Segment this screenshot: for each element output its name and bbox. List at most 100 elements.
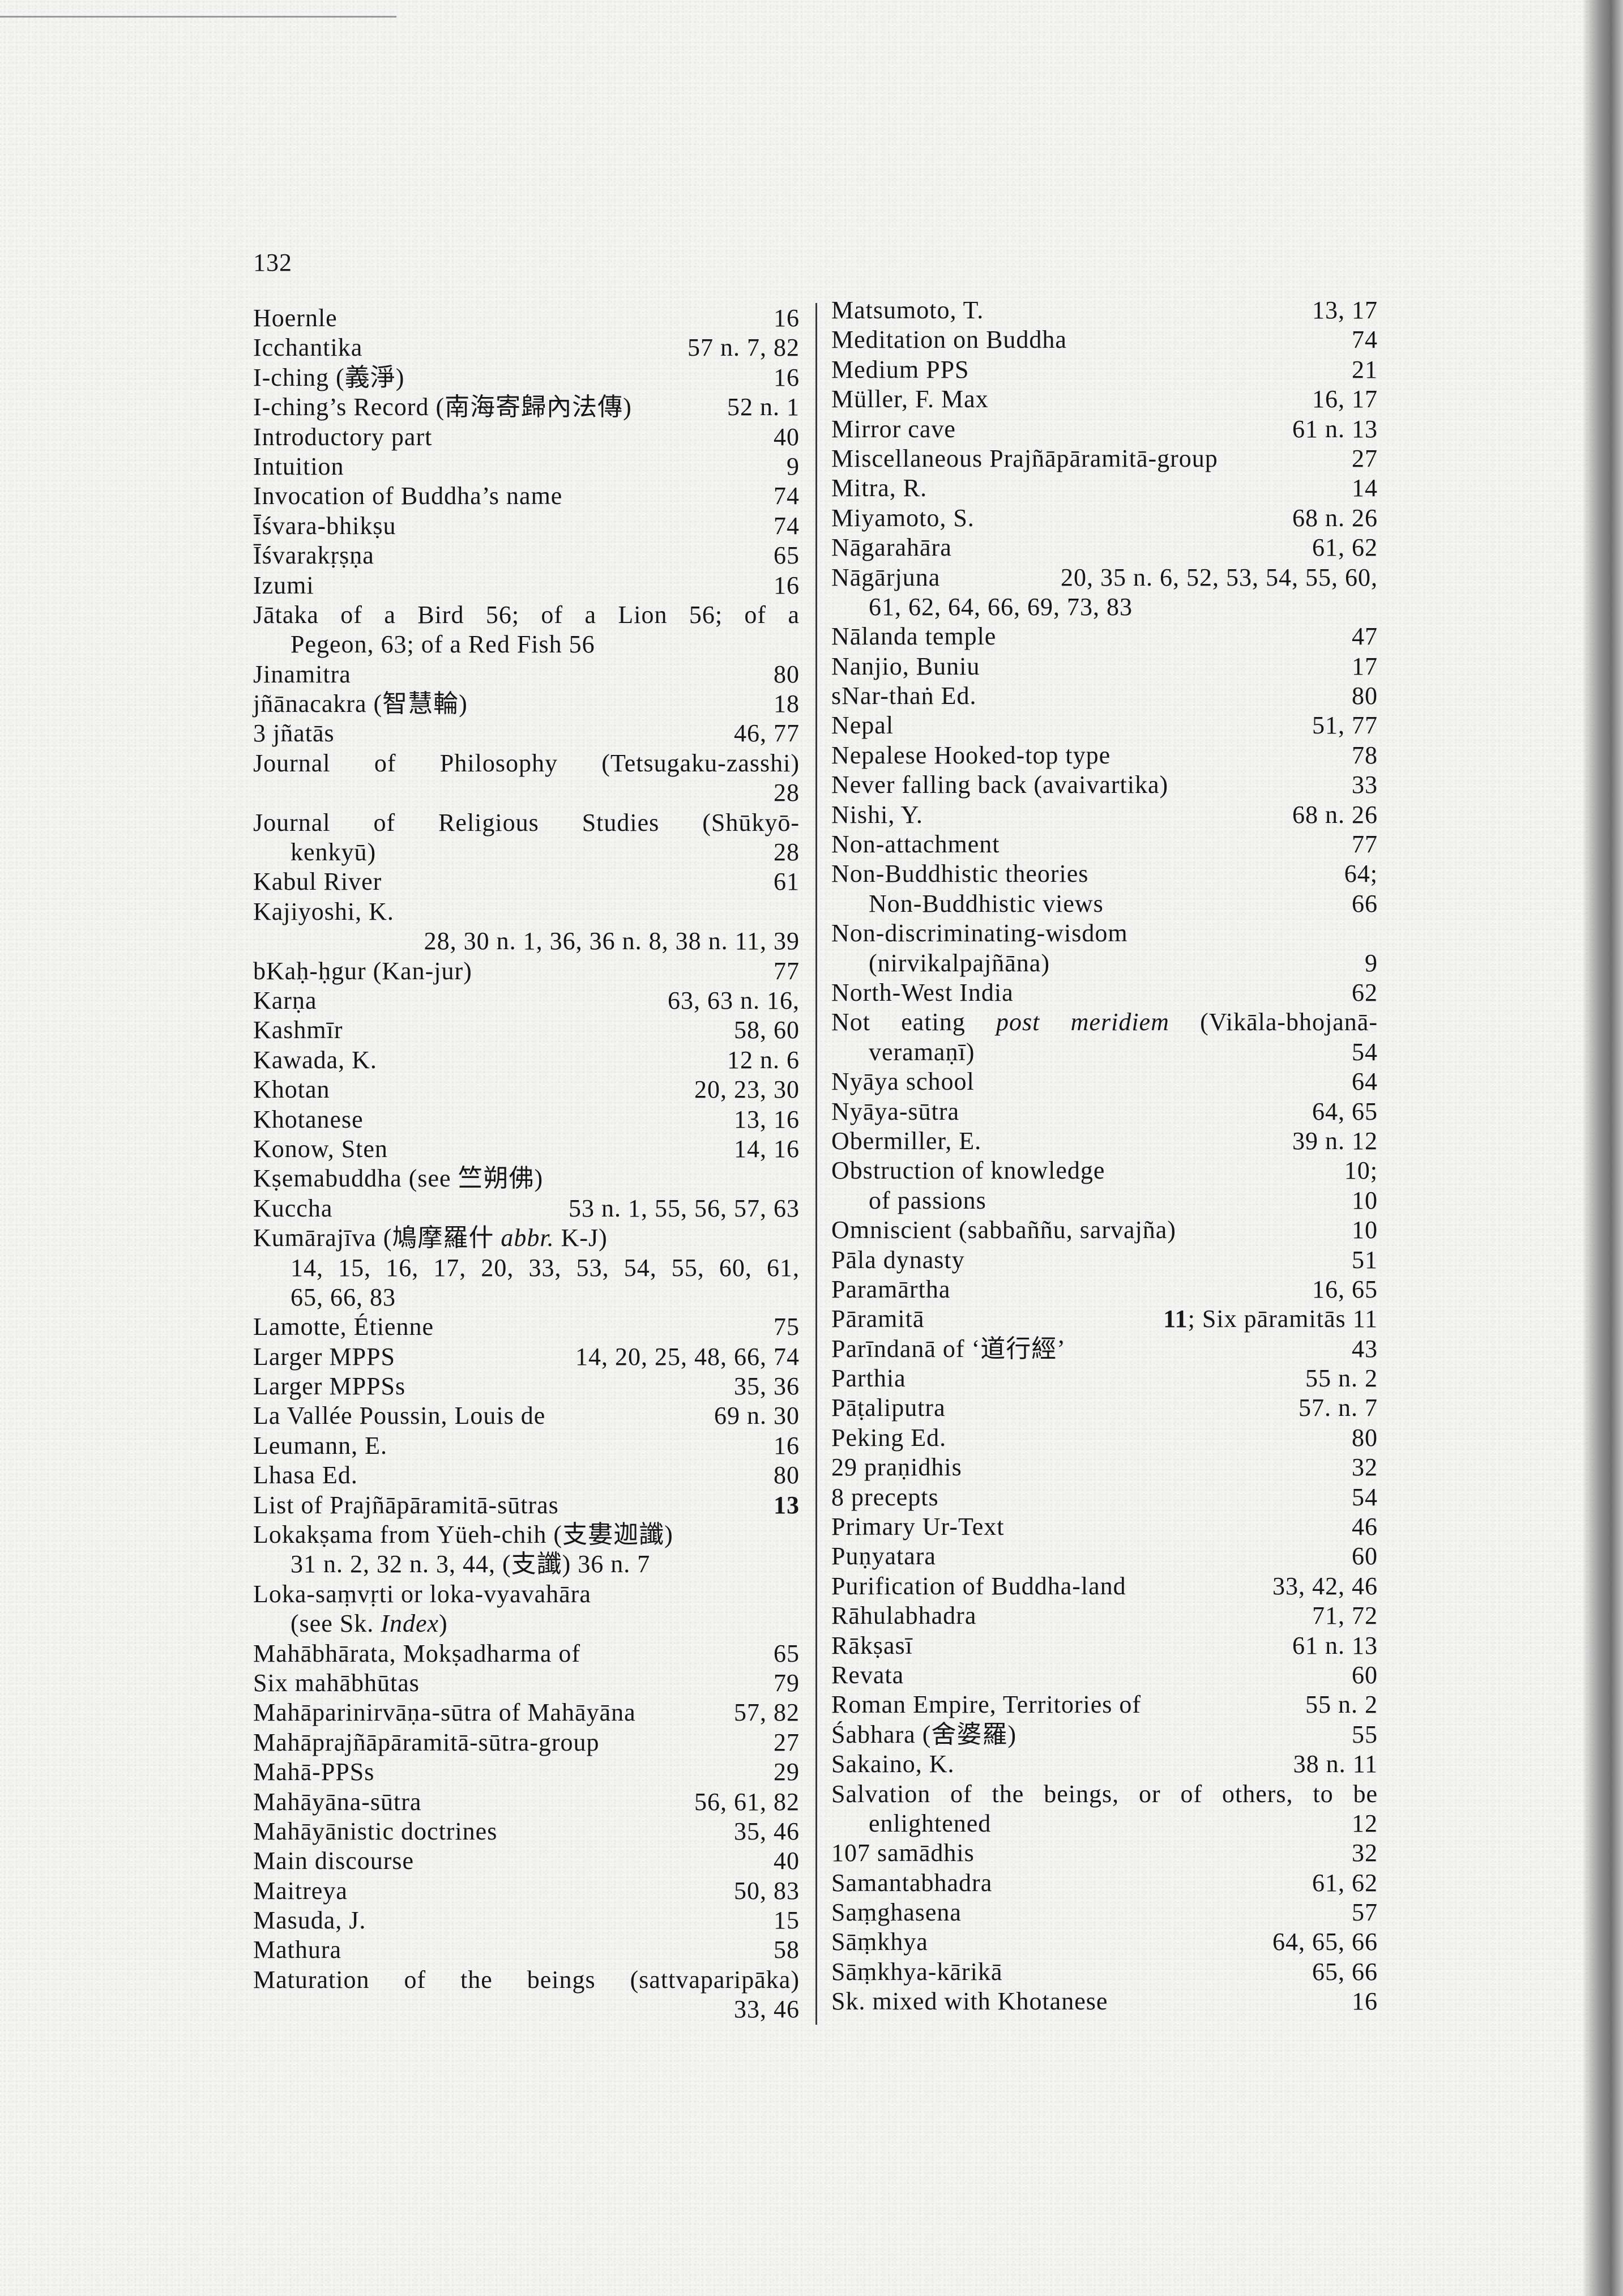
text-segment: ; Six pāramitās 11 <box>1188 1305 1378 1333</box>
entry-page-refs: 16, 65 <box>1312 1275 1378 1303</box>
index-entry-line: 61, 62, 64, 66, 69, 73, 83 <box>831 592 1378 622</box>
entry-term: Matsumoto, T. <box>831 296 984 324</box>
entry-page-refs: 16 <box>774 304 800 332</box>
entry-term: Lhasa Ed. <box>253 1461 358 1490</box>
entry-term: 29 praṇidhis <box>831 1453 962 1482</box>
entry-page-refs: 9 <box>1365 949 1378 977</box>
entry-page-refs: 20, 35 n. 6, 52, 53, 54, 55, 60, <box>1061 563 1378 591</box>
index-entry-line: Nepalese Hooked-top type 78 <box>831 741 1378 770</box>
entry-term: Mirror cave <box>831 415 956 443</box>
entry-term: Larger MPPS <box>253 1342 395 1371</box>
entry-page-refs: 16 <box>774 571 800 599</box>
index-entry-line: Primary Ur-Text 46 <box>831 1512 1378 1542</box>
entry-page-refs: 77 <box>1352 830 1378 859</box>
index-entry-line: Lokakṣama from Yüeh-chih (支婁迦讖) <box>253 1520 800 1550</box>
entry-term: Sāṃkhya-kārikā <box>831 1957 1003 1986</box>
index-entry-line: Leumann, E. 16 <box>253 1431 800 1461</box>
entry-term: Medium PPS <box>831 355 969 383</box>
entry-term: Saṃghasena <box>831 1898 962 1927</box>
index-entry-line: Sk. mixed with Khotanese 16 <box>831 1987 1378 2016</box>
entry-term: Masuda, J. <box>253 1906 366 1935</box>
index-entry-line: 8 precepts 54 <box>831 1483 1378 1512</box>
index-entry-line: Khotan 20, 23, 30 <box>253 1075 800 1104</box>
index-entry-line: Khotanese 13, 16 <box>253 1105 800 1134</box>
entry-term: Paramārtha <box>831 1275 951 1303</box>
entry-page-refs: 54 <box>1352 1483 1378 1511</box>
entry-term: Loka-saṃvṛti or loka-vyavahāra <box>253 1580 591 1608</box>
entry-page-refs: 51, 77 <box>1312 711 1378 740</box>
entry-page-refs: 27 <box>1352 444 1378 472</box>
entry-page-refs: 64, 65, 66 <box>1272 1928 1378 1956</box>
entry-page-refs: 68 n. 26 <box>1292 800 1378 829</box>
entry-page-refs: 28, 30 n. 1, 36, 36 n. 8, 38 n. 11, 39 <box>424 927 800 955</box>
entry-term: Pāṭaliputra <box>831 1394 946 1422</box>
entry-term: Nyāya-sūtra <box>831 1097 960 1125</box>
index-entry-line: sNar-thaṅ Ed. 80 <box>831 681 1378 711</box>
entry-term: sNar-thaṅ Ed. <box>831 682 977 710</box>
entry-term: Meditation on Buddha <box>831 326 1067 354</box>
entry-term: Non-Buddhistic views <box>869 889 1104 917</box>
index-entry-line: Mahāprajñāpāramitā-sūtra-group 27 <box>253 1728 800 1757</box>
entry-term: Rāhulabhadra <box>831 1602 977 1630</box>
entry-page-refs: 61, 62 <box>1312 534 1378 562</box>
entry-term: 3 jñatās <box>253 719 335 748</box>
entry-term: (see Sk. Index) <box>253 1609 448 1638</box>
entry-term: of passions <box>869 1186 986 1214</box>
entry-term: Six mahābhūtas <box>253 1668 420 1697</box>
italic-segment: post meridiem <box>996 1008 1169 1036</box>
entry-page-refs: 16 <box>1352 1987 1378 2016</box>
entry-term: Samantabhadra <box>831 1868 993 1897</box>
index-entry-line: Miyamoto, S. 68 n. 26 <box>831 503 1378 533</box>
entry-page-refs: 57. n. 7 <box>1299 1394 1378 1422</box>
index-entry-line: Kumārajīva (鳩摩羅什 abbr. K-J) <box>253 1223 800 1253</box>
entry-term: Īśvara-bhikṣu <box>253 511 396 540</box>
entry-term: Maturation of the beings (sattvaparipāka… <box>253 1965 800 1994</box>
entry-term: Khotanese <box>253 1105 364 1133</box>
index-column-right: Matsumoto, T. 13, 17 Meditation on Buddha 7… <box>831 296 1378 2017</box>
index-entry-line: I-ching (義淨) 16 <box>253 363 800 392</box>
entry-term: Sakaino, K. <box>831 1750 955 1778</box>
entry-page-refs: 32 <box>1352 1453 1378 1482</box>
entry-term: Īśvarakṛṣṇa <box>253 541 374 570</box>
entry-page-refs: 60 <box>1352 1661 1378 1689</box>
entry-term: enlightened <box>869 1809 992 1837</box>
entry-page-refs: 62 <box>1352 978 1378 1006</box>
entry-term: Śabhara (舍婆羅) <box>831 1720 1017 1748</box>
index-entry-line: Non-Buddhistic views 66 <box>831 889 1378 919</box>
index-entry-line: Non-attachment 77 <box>831 830 1378 859</box>
entry-page-refs: 16 <box>774 363 800 391</box>
entry-page-refs: 14 <box>1352 474 1378 502</box>
entry-page-refs: 71, 72 <box>1312 1602 1378 1630</box>
entry-page-refs: 13, 16 <box>734 1105 800 1133</box>
entry-term: Kuccha <box>253 1194 333 1222</box>
index-entry-line: Nāgārjuna 20, 35 n. 6, 52, 53, 54, 55, 60… <box>831 563 1378 592</box>
index-entry-line: Karṇa 63, 63 n. 16, <box>253 986 800 1015</box>
text-segment: ) <box>439 1610 448 1638</box>
index-entry-line: Peking Ed. 80 <box>831 1423 1378 1453</box>
entry-term: Revata <box>831 1661 904 1689</box>
entry-term: Kawada, K. <box>253 1045 377 1074</box>
index-entry-line: (see Sk. Index) <box>253 1609 800 1638</box>
entry-page-refs: 9 <box>787 452 800 480</box>
entry-term: Non-discriminating-wisdom <box>831 919 1128 948</box>
entry-page-refs: 11; Six pāramitās 11 <box>1163 1304 1378 1334</box>
entry-term: Miyamoto, S. <box>831 503 975 532</box>
top-rule <box>0 16 396 18</box>
index-entry-line: Parthia 55 n. 2 <box>831 1364 1378 1393</box>
page-number: 132 <box>253 249 292 276</box>
entry-page-refs: 80 <box>774 660 800 688</box>
entry-page-refs: 64; <box>1344 860 1378 888</box>
index-entry-line: Purification of Buddha-land 33, 42, 46 <box>831 1572 1378 1601</box>
entry-term: Non-Buddhistic theories <box>831 860 1089 888</box>
entry-term: Konow, Sten <box>253 1134 388 1163</box>
entry-page-refs: 21 <box>1352 355 1378 383</box>
entry-page-refs: 74 <box>1352 326 1378 354</box>
entry-term: Not eating post meridiem (Vikāla-bhojanā… <box>831 1008 1378 1037</box>
entry-term: Intuition <box>253 452 344 480</box>
index-entry-line: Kṣemabuddha (see 竺朔佛) <box>253 1164 800 1193</box>
entry-page-refs: 27 <box>774 1728 800 1756</box>
index-entry-line: La Vallée Poussin, Louis de 69 n. 30 <box>253 1401 800 1431</box>
entry-term: Never falling back (avaivartika) <box>831 771 1169 799</box>
index-entry-line: Mahā-PPSs 29 <box>253 1757 800 1787</box>
entry-page-refs: 63, 63 n. 16, <box>668 986 800 1014</box>
